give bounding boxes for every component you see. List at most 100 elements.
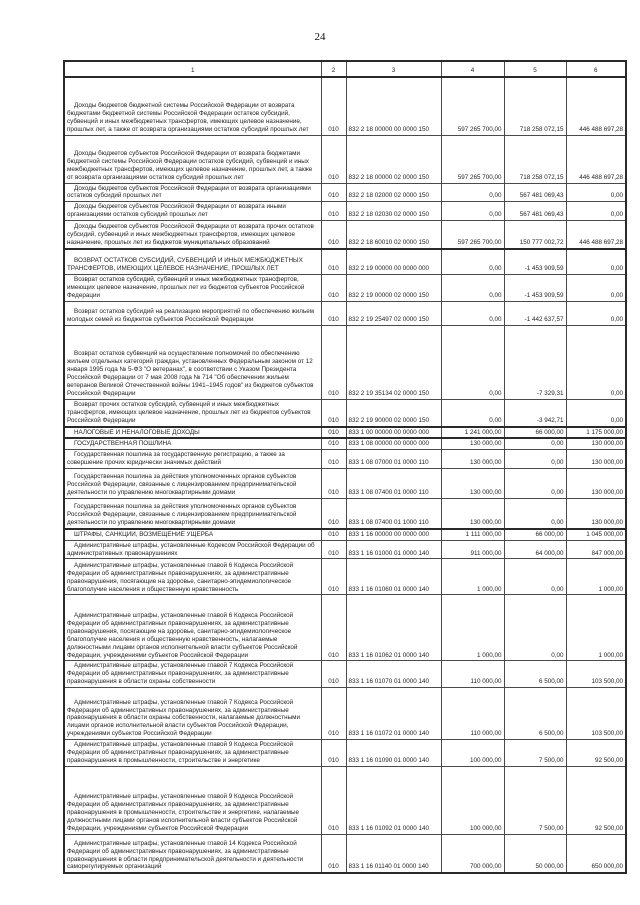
row-line-code: 010 [320, 324, 347, 400]
row-classification-code: 832 2 18 02000 02 0000 150 [345, 182, 442, 203]
row-amount: 0,00 [565, 300, 627, 326]
row-line-code: 010 [320, 765, 347, 835]
row-description: Доходы бюджетов субъектов Российской Фед… [63, 220, 322, 250]
row-amount: 1 000,00 [440, 594, 505, 662]
row-amount: 103 500,00 [565, 687, 627, 741]
row-amount: 1 000,00 [565, 558, 627, 596]
row-amount: 7 500,00 [503, 765, 567, 835]
row-amount: 130 000,00 [565, 449, 627, 470]
budget-table: 1 2 3 4 5 6 Доходы бюджетов бюджетной си… [63, 60, 627, 875]
row-amount: 130 000,00 [565, 498, 627, 530]
table-row: Административные штрафы, установленные г… [63, 833, 627, 874]
row-amount: 0,00 [440, 300, 505, 326]
row-amount: 130 000,00 [565, 437, 627, 451]
row-amount: 130 000,00 [565, 468, 627, 500]
row-amount: 0,00 [440, 324, 505, 400]
row-line-code: 010 [320, 594, 347, 662]
column-header: 2 [320, 60, 347, 78]
row-description: ВОЗВРАТ ОСТАТКОВ СУБСИДИЙ, СУБВЕНЦИЙ И И… [63, 247, 322, 276]
column-header-row: 1 2 3 4 5 6 [63, 60, 627, 78]
table-row: ВОЗВРАТ ОСТАТКОВ СУБСИДИЙ, СУБВЕНЦИЙ И И… [63, 247, 627, 276]
row-amount: 130 000,00 [440, 449, 505, 470]
row-description: НАЛОГОВЫЕ И НЕНАЛОГОВЫЕ ДОХОДЫ [63, 425, 322, 439]
row-amount: 700 000,00 [440, 833, 505, 874]
row-line-code: 010 [320, 201, 347, 222]
row-amount: 1 175 000,00 [565, 425, 627, 439]
row-description: Административные штрафы, установленные г… [63, 558, 322, 596]
table-row: ГОСУДАРСТВЕННАЯ ПОШЛИНА 010 833 1 08 00000… [63, 437, 627, 451]
table-row: Административные штрафы, установленные г… [63, 739, 627, 767]
table-row: Доходы бюджетов субъектов Российской Фед… [63, 220, 627, 250]
row-description: Административные штрафы, установленные г… [63, 660, 322, 689]
row-amount: 597 265 700,00 [440, 134, 505, 184]
row-amount: 0,00 [565, 398, 627, 428]
column-header: 6 [565, 60, 627, 78]
row-amount: 597 265 700,00 [440, 76, 505, 136]
table-row: НАЛОГОВЫЕ И НЕНАЛОГОВЫЕ ДОХОДЫ 010 833 1 0… [63, 425, 627, 439]
table-row: Возврат остатков субсидий на реализацию … [63, 300, 627, 326]
row-classification-code: 833 1 08 07000 01 0000 110 [345, 449, 442, 470]
row-amount: 110 000,00 [440, 687, 505, 741]
row-amount: 0,00 [503, 594, 567, 662]
table-row: Административные штрафы, установленные г… [63, 660, 627, 689]
row-classification-code: 833 1 16 01000 01 0000 140 [345, 539, 442, 560]
row-amount: 847 000,00 [565, 539, 627, 560]
row-line-code: 010 [320, 687, 347, 741]
row-amount: 7 500,00 [503, 739, 567, 767]
row-amount: 66 000,00 [503, 425, 567, 439]
table-row: Государственная пошлина за действия упол… [63, 468, 627, 500]
row-description: Административные штрафы, установленные К… [63, 539, 322, 560]
row-amount: 567 481 069,43 [503, 182, 567, 203]
row-amount: 100 000,00 [440, 765, 505, 835]
column-header: 1 [63, 60, 322, 78]
row-amount: 110 000,00 [440, 660, 505, 689]
row-line-code: 010 [320, 437, 347, 451]
row-amount: -1 442 637,57 [503, 300, 567, 326]
row-amount: 0,00 [440, 201, 505, 222]
row-amount: 650 000,00 [565, 833, 627, 874]
row-amount: -3 942,71 [503, 398, 567, 428]
row-description: Возврат остатков субвенций на осуществле… [63, 324, 322, 400]
row-classification-code: 833 1 16 01060 01 0000 140 [345, 558, 442, 596]
column-header: 3 [345, 60, 442, 78]
row-classification-code: 832 2 18 00000 02 0000 150 [345, 134, 442, 184]
row-description: Доходы бюджетов субъектов Российской Фед… [63, 134, 322, 184]
table-row: Административные штрафы, установленные К… [63, 539, 627, 560]
row-amount: 6 500,00 [503, 660, 567, 689]
row-description: Государственная пошлина за действия упол… [63, 498, 322, 530]
row-description: Доходы бюджетов субъектов Российской Фед… [63, 182, 322, 203]
row-amount: 130 000,00 [440, 468, 505, 500]
row-classification-code: 833 1 00 00000 00 0000 000 [345, 425, 442, 439]
row-classification-code: 832 2 19 00000 00 0000 000 [345, 247, 442, 276]
row-line-code: 010 [320, 539, 347, 560]
row-classification-code: 833 1 16 00000 00 0000 000 [345, 527, 442, 541]
table-row: Возврат остатков субвенций на осуществле… [63, 324, 627, 400]
row-amount: 1 045 000,00 [565, 527, 627, 541]
row-line-code: 010 [320, 527, 347, 541]
row-amount: 0,00 [503, 437, 567, 451]
row-line-code: 010 [320, 76, 347, 136]
row-classification-code: 832 2 19 00000 02 0000 150 [345, 274, 442, 302]
row-line-code: 010 [320, 425, 347, 439]
row-line-code: 010 [320, 558, 347, 596]
table-row: Административные штрафы, установленные г… [63, 765, 627, 835]
row-description: Возврат остатков субсидий, субвенций и и… [63, 274, 322, 302]
row-description: Возврат прочих остатков субсидий, субвен… [63, 398, 322, 428]
row-line-code: 010 [320, 498, 347, 530]
row-description: Доходы бюджетов бюджетной системы Россий… [63, 76, 322, 136]
table-row: Административные штрафы, установленные г… [63, 558, 627, 596]
row-amount: 92 500,00 [565, 739, 627, 767]
row-description: Государственная пошлина за действия упол… [63, 468, 322, 500]
table-row: Административные штрафы, установленные г… [63, 687, 627, 741]
row-amount: 597 265 700,00 [440, 220, 505, 250]
row-line-code: 010 [320, 449, 347, 470]
row-line-code: 010 [320, 134, 347, 184]
page-number: 24 [314, 31, 326, 43]
row-amount: 567 481 069,43 [503, 201, 567, 222]
row-classification-code: 833 1 16 01070 01 0000 140 [345, 660, 442, 689]
table-row: Доходы бюджетов субъектов Российской Фед… [63, 134, 627, 184]
row-classification-code: 833 1 16 01062 01 0000 140 [345, 594, 442, 662]
row-amount: 64 000,00 [503, 539, 567, 560]
row-classification-code: 832 2 18 00000 00 0000 150 [345, 76, 442, 136]
